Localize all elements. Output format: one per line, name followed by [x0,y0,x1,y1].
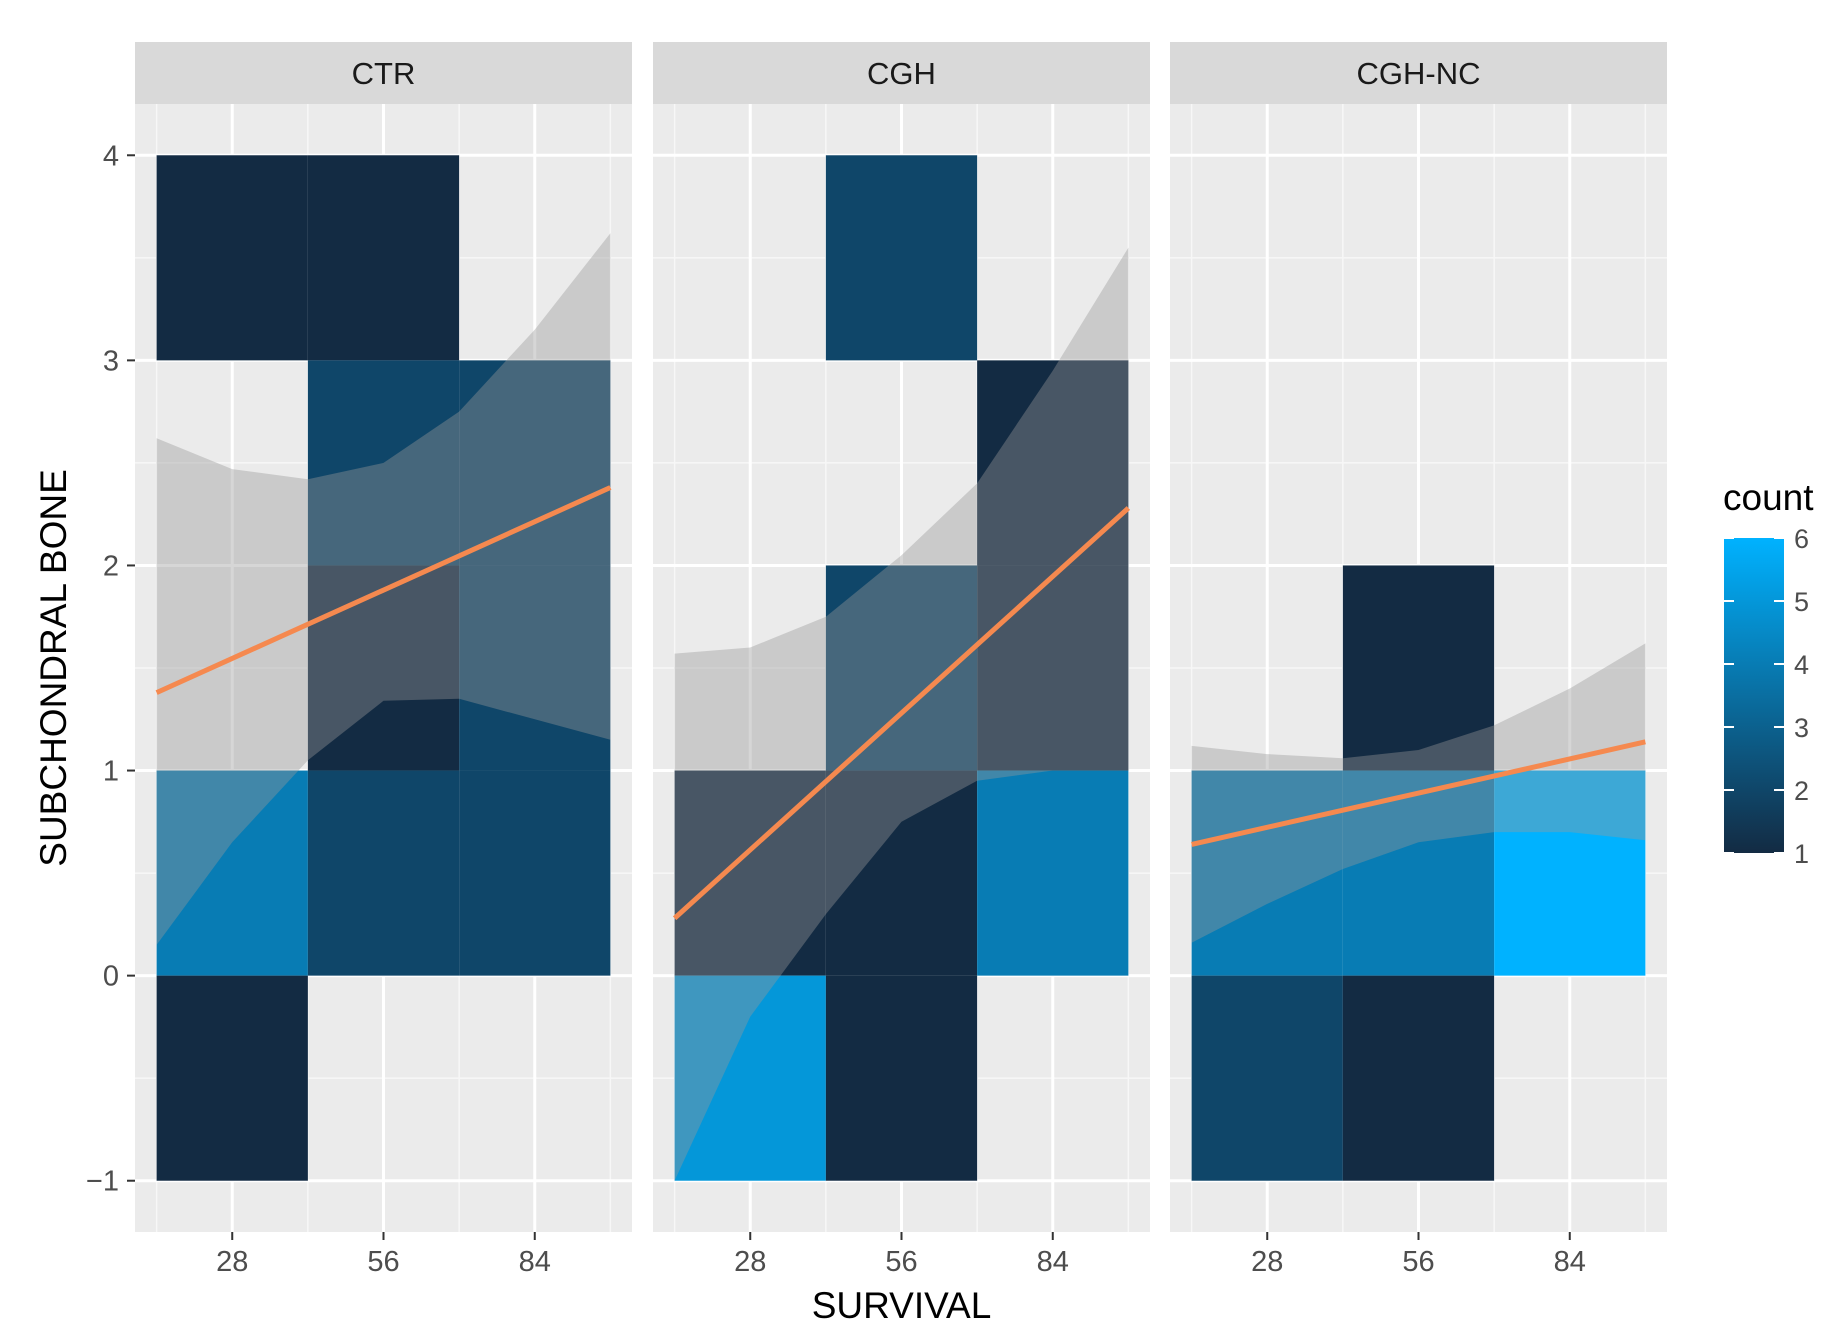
facet-strip [1170,42,1667,104]
heatmap-tile [1191,975,1343,1181]
heatmap-tile [307,155,460,361]
facet-strip [653,42,1150,104]
x-tick-label: 84 [1037,1246,1069,1278]
legend-tick-label: 1 [1794,839,1809,869]
y-axis-title: SUBCHONDRAL BONE [33,469,74,866]
y-tick-label: 2 [103,550,119,582]
y-tick-label: 3 [103,345,119,377]
regression-line [155,485,612,695]
heatmap-tile [1342,975,1495,1181]
heatmap-tile [1191,770,1343,976]
y-tick-label: −1 [86,1166,119,1198]
x-axis-title: SURVIVAL [812,1285,992,1326]
heatmap-tile [459,770,611,976]
x-tick-label: 28 [1251,1246,1283,1278]
heatmap-tile [156,155,308,361]
heatmap-tile [977,565,1129,771]
heatmap-tile [459,360,611,566]
regression-line [1191,739,1646,847]
legend-tick-label: 5 [1794,587,1809,617]
facet-ctr: CTR 28 56 84 [135,42,632,1278]
heatmap-tile [156,975,308,1181]
y-tick-label: 0 [103,961,119,993]
legend-colorbar [1724,538,1784,853]
legend: count 1 2 3 4 5 6 [1723,477,1814,869]
x-tick-label: 56 [367,1246,399,1278]
heatmap-tile [307,565,460,771]
heatmap-tile [825,770,978,976]
x-tick-label: 56 [1402,1246,1434,1278]
y-tick-label: 4 [103,140,119,172]
heatmap-tile [307,360,460,566]
x-tick-label: 28 [734,1246,766,1278]
legend-tick-label: 6 [1794,524,1809,554]
facet-label: CGH-NC [1357,56,1481,91]
legend-title: count [1723,477,1814,518]
heatmap-tile [674,975,826,1181]
heatmap-tile [1494,770,1646,976]
facet-cgh: CGH 28 56 84 [653,42,1150,1278]
y-tick-label: 1 [103,756,119,788]
x-tick-label: 56 [885,1246,917,1278]
facet-strip [135,42,632,104]
heatmap-tile [459,565,611,771]
regression-line [672,506,1131,921]
heatmap-tile [825,155,978,361]
facet-label: CGH [867,56,936,91]
facet-label: CTR [352,56,416,91]
heatmap-tile [1342,565,1495,771]
legend-tick-label: 4 [1794,650,1809,680]
legend-tick-label: 2 [1794,776,1809,806]
heatmap-tile [307,770,460,976]
heatmap-tile [977,770,1129,976]
facet-cgh-nc: CGH-NC 28 56 84 [1170,42,1667,1278]
x-tick-label: 28 [216,1246,248,1278]
heatmap-tile [825,975,978,1181]
x-tick-label: 84 [519,1246,551,1278]
heatmap-tile [156,770,308,976]
legend-tick-label: 3 [1794,713,1809,743]
x-tick-label: 84 [1554,1246,1586,1278]
